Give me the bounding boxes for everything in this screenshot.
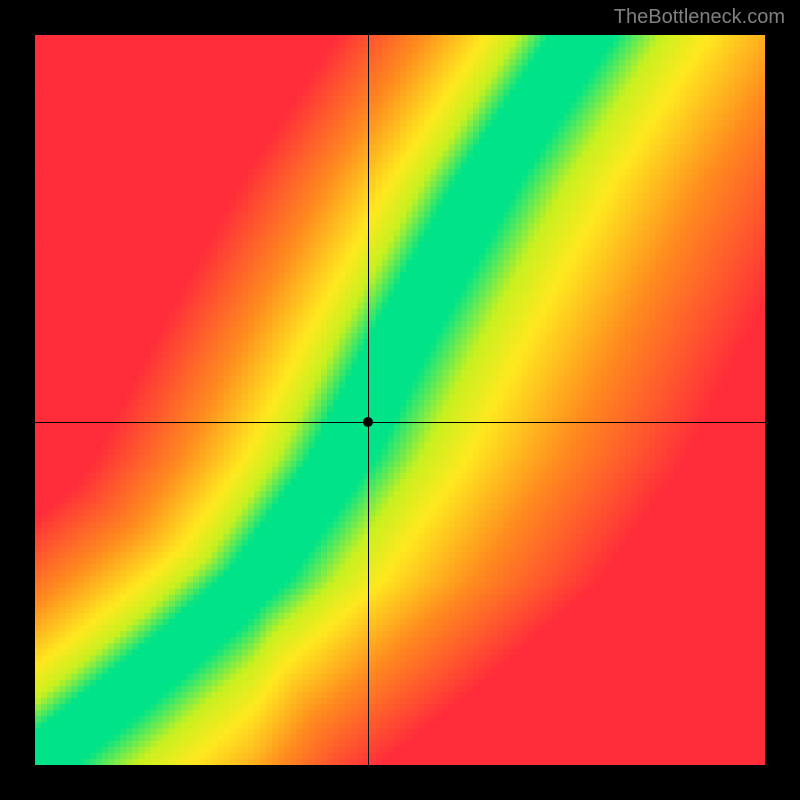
bottleneck-heatmap	[35, 35, 765, 765]
crosshair-vertical	[368, 35, 369, 765]
crosshair-marker	[363, 417, 373, 427]
watermark-text: TheBottleneck.com	[614, 6, 785, 29]
crosshair-horizontal	[35, 422, 765, 423]
heatmap-canvas	[35, 35, 765, 765]
